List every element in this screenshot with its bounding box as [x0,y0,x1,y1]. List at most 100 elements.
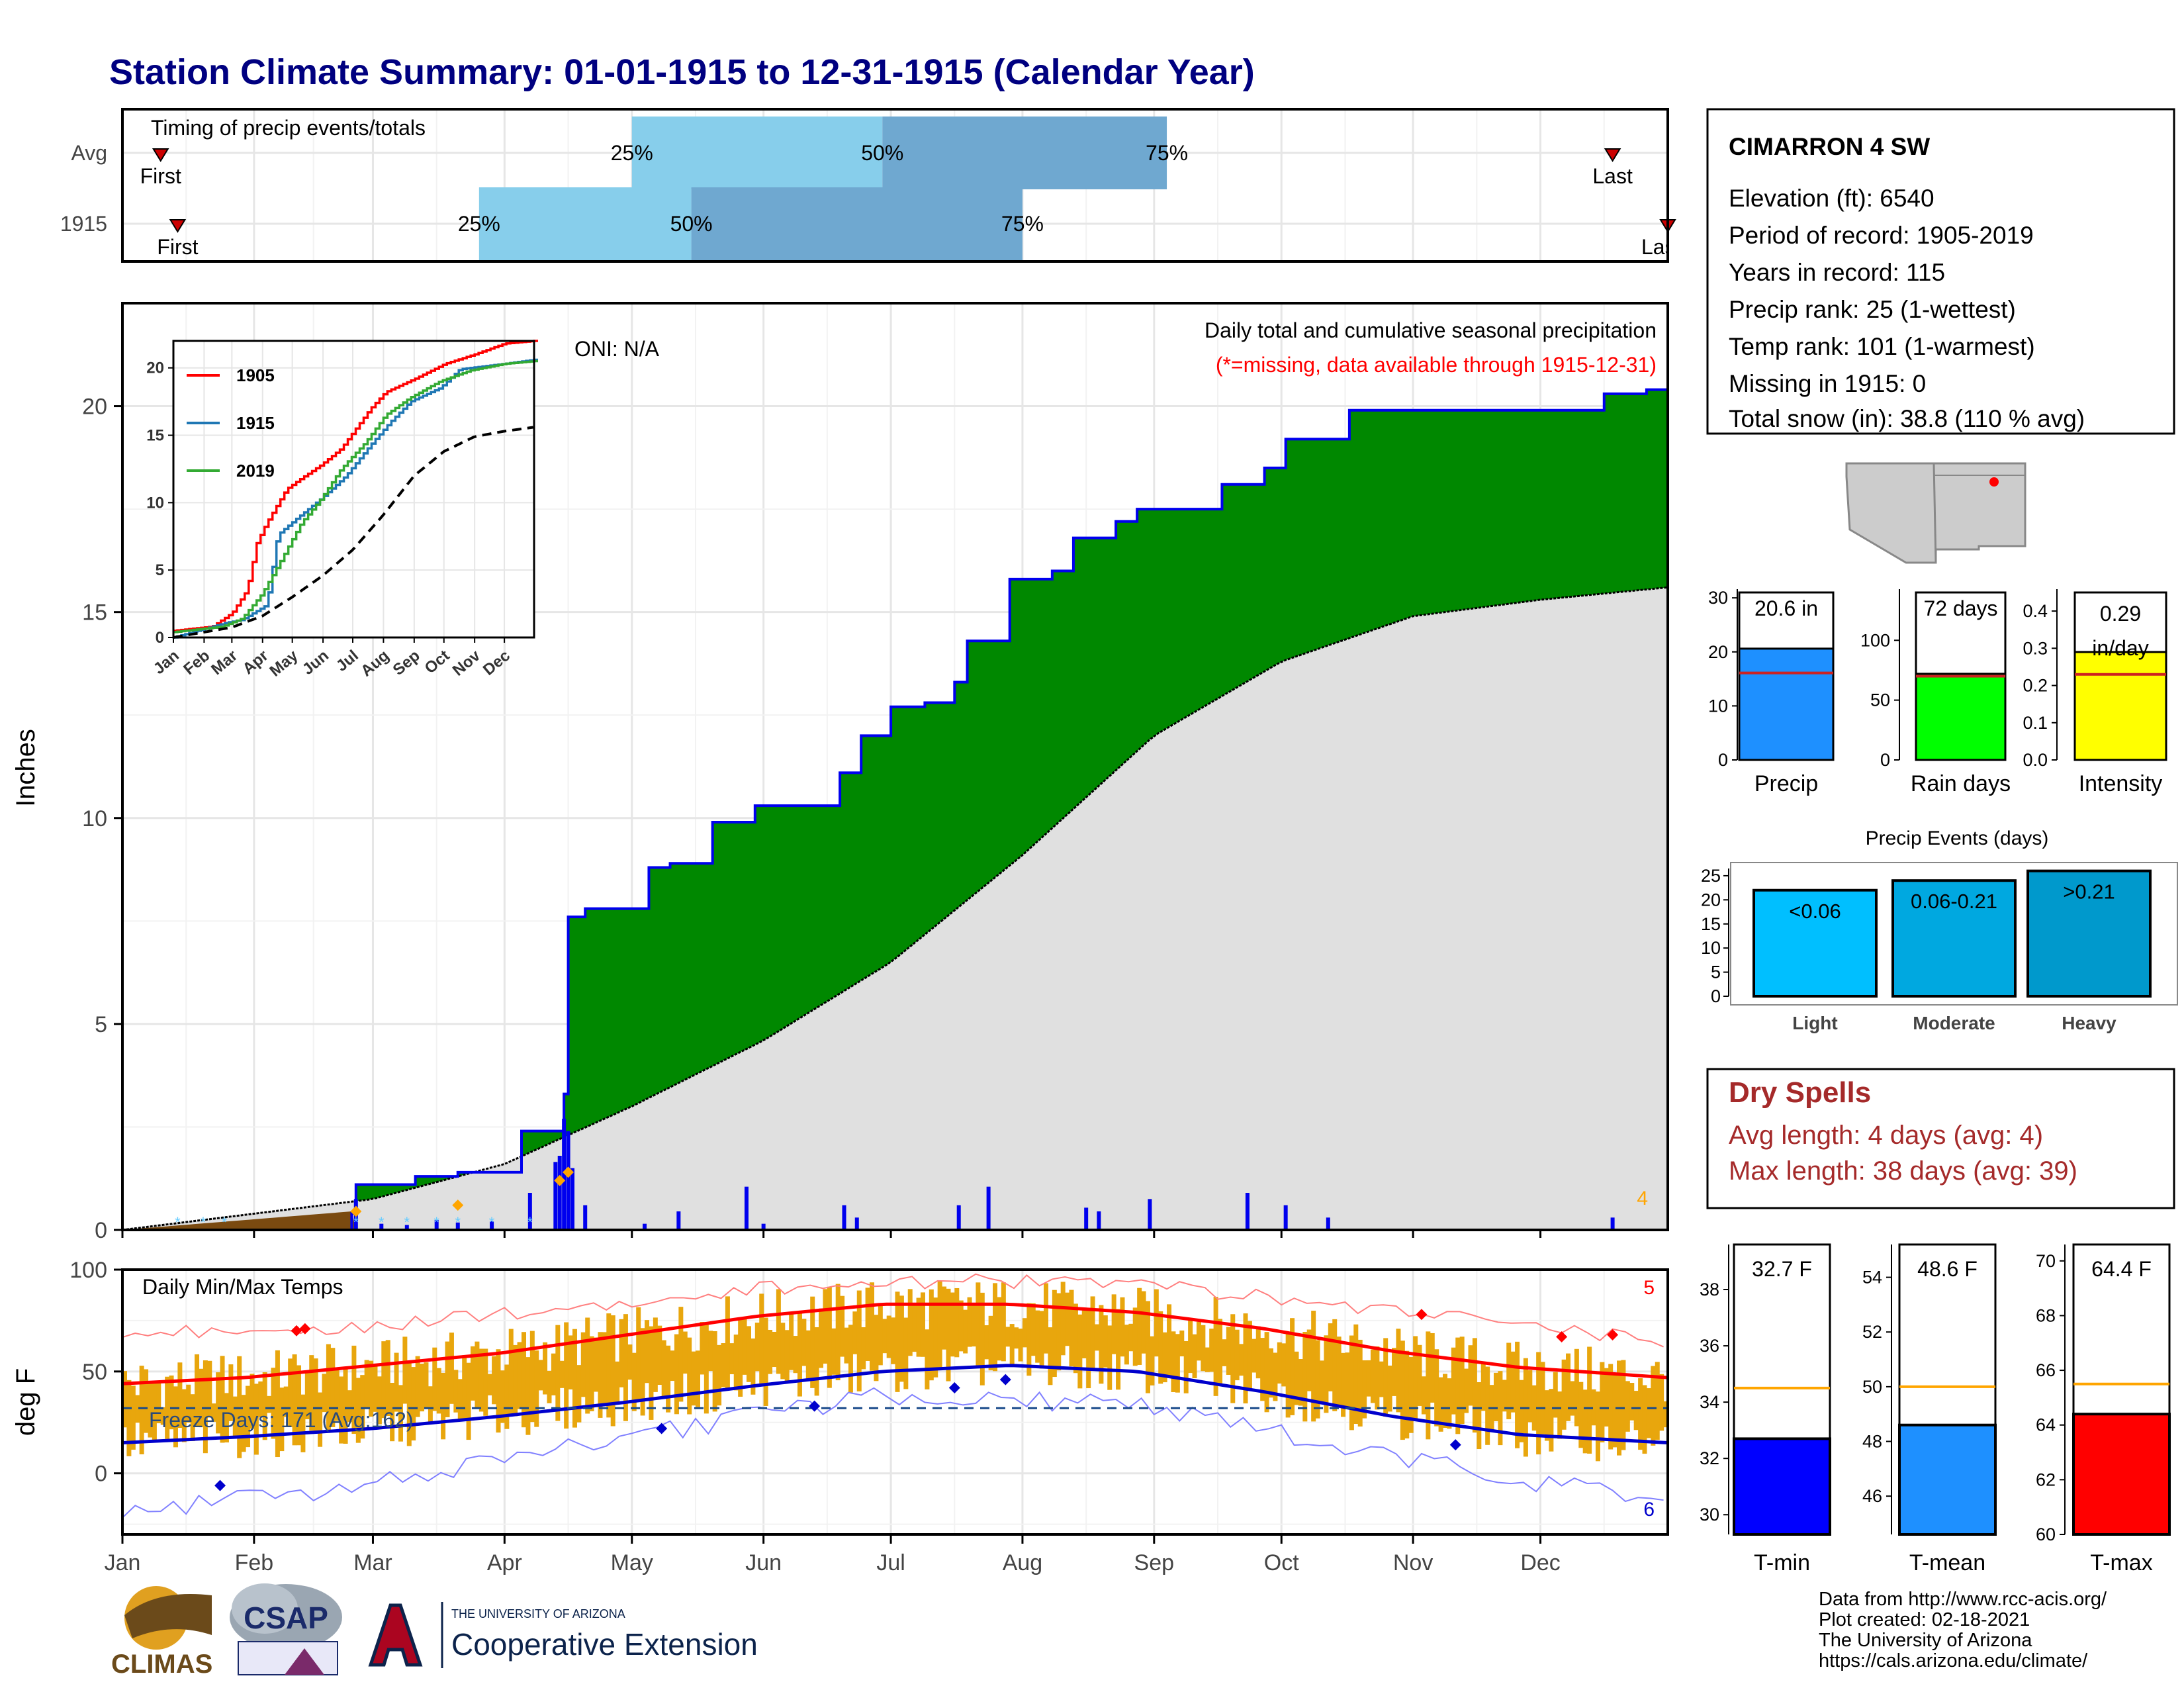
daily-temp-bar-73 [428,1386,433,1423]
daily-temp-bar-43 [300,1394,306,1452]
daily-temp-bar-282 [1315,1340,1320,1419]
daily-temp-bar-97 [529,1331,535,1423]
climas-landscape-icon [124,1594,212,1638]
daily-temp-bar-292 [1357,1339,1363,1427]
daily-temp-bar-23 [216,1372,221,1434]
daily-temp-bar-66 [398,1385,403,1442]
snowfall-marker-1 [452,1199,464,1211]
daily-temp-bar-113 [598,1332,603,1418]
daily-temp-bar-144 [729,1343,735,1374]
daily-precip-bar-14 [676,1211,681,1230]
daily-temp-bar-84 [475,1341,480,1408]
daily-temp-bar-18 [195,1354,200,1427]
daily-temp-bar-71 [420,1364,425,1412]
daily-temp-bar-108 [576,1365,582,1423]
record-low-marker-1 [656,1423,668,1434]
daily-temp-bar-279 [1302,1332,1308,1422]
daily-temp-bar-252 [1188,1318,1193,1374]
daily-temp-bar-93 [513,1344,518,1417]
daily-temp-bar-86 [483,1348,488,1416]
daily-temp-bar-207 [997,1297,1002,1361]
daily-temp-bar-332 [1527,1370,1533,1423]
temp-summary-tick-label-2-4: 68 [2036,1305,2056,1325]
daily-temp-bar-140 [712,1331,717,1412]
daily-temp-bar-42 [296,1365,302,1446]
precip-ytick-label-1: 5 [95,1012,107,1037]
daily-temp-bar-169 [835,1284,841,1381]
snow-day-marker-8: * [489,1214,495,1231]
precip-y-axis: 0 5 10 15 20 [82,395,1542,1243]
daily-temp-bar-268 [1255,1326,1261,1379]
daily-temp-bar-170 [840,1295,845,1357]
daily-temp-bar-13 [173,1386,178,1448]
daily-temp-bar-182 [891,1317,896,1364]
daily-temp-bar-53 [343,1368,348,1444]
daily-temp-bar-199 [963,1309,968,1354]
daily-temp-bar-21 [207,1360,212,1418]
daily-temp-bar-157 [784,1330,790,1382]
daily-temp-bar-81 [462,1355,467,1420]
daily-temp-bar-156 [780,1323,786,1380]
daily-temp-bar-105 [564,1322,569,1429]
summary-tick-label-0-1: 10 [1708,696,1728,716]
summary-value-label-2: 0.29 [2100,602,2141,626]
daily-temp-bar-239 [1132,1307,1138,1366]
daily-temp-bar-336 [1544,1390,1549,1441]
inset-series-1905 [173,340,538,632]
month-label-7: Aug [1003,1550,1043,1575]
daily-temp-bar-17 [190,1394,195,1442]
daily-temp-bar-276 [1290,1318,1295,1415]
inset-legend-label-1905: 1905 [236,365,275,385]
daily-temp-bar-334 [1536,1352,1541,1455]
daily-temp-bar-99 [538,1360,543,1391]
average-cumulative-line [122,586,1668,1230]
month-x-axis: Jan Feb Mar Apr May Jun Jul Aug Sep Oct Nov Dec [105,1534,1561,1575]
daily-temp-bar-82 [466,1362,471,1440]
station-line-elevation: Elevation (ft): 6540 [1729,185,1934,212]
daily-precip-bar-24 [1245,1193,1250,1230]
daily-temp-bar-143 [725,1296,730,1391]
daily-temp-bar-79 [453,1370,459,1413]
daily-temp-bar-135 [691,1351,696,1406]
daily-temp-bar-208 [1001,1282,1006,1362]
daily-temp-bar-275 [1285,1333,1291,1418]
daily-temp-bar-215 [1030,1303,1036,1356]
temp-summary-tick-label-1-3: 52 [1862,1322,1882,1342]
events-tick-label-3: 15 [1701,914,1721,934]
daily-temp-bar-246 [1162,1332,1167,1383]
daily-temp-bar-87 [487,1374,492,1395]
daily-temp-bar-176 [865,1288,870,1361]
daily-precip-bar-12 [583,1205,588,1230]
daily-temp-bar-112 [594,1337,599,1392]
month-label-8: Sep [1134,1550,1175,1575]
daily-temp-bar-225 [1073,1303,1078,1374]
summary-category-label-1: Rain days [1911,771,2011,796]
csap-logo: CSAP [230,1583,342,1675]
daily-temp-bar-195 [946,1288,951,1382]
daily-precip-bar-11 [570,1168,574,1230]
daily-temp-bar-321 [1480,1362,1486,1411]
daily-temp-bar-51 [334,1370,340,1421]
precip-panel: * * * * * * * * * * 0 5 10 15 20 Inches ONI: N/A Dail… [11,302,1669,1243]
temp-summary-tick-label-1-1: 48 [1862,1432,1882,1452]
daily-temp-bar-165 [819,1308,824,1368]
credits: Data from http://www.rcc-acis.org/ Plot … [1819,1589,2107,1671]
summary-tick-label-1-1: 50 [1870,690,1890,710]
daily-temp-bar-38 [279,1387,285,1452]
inset-ytick-label-3: 15 [146,427,164,445]
daily-temp-bar-15 [181,1389,187,1442]
daily-temp-bar-325 [1498,1371,1503,1446]
daily-temp-bar-316 [1459,1336,1465,1424]
daily-temp-bar-178 [874,1315,879,1382]
timing-first-label-1: First [157,235,198,259]
daily-temp-bar-186 [907,1289,913,1356]
daily-temp-bar-308 [1426,1331,1431,1440]
temp-summary-value-label-0: 32.7 F [1752,1257,1812,1281]
daily-temp-bar-355 [1625,1381,1630,1432]
daily-temp-bar-181 [886,1315,891,1358]
daily-temp-bar-203 [979,1292,985,1385]
temp-ytick-label-2: 100 [69,1258,107,1283]
daily-temp-bar-183 [895,1291,900,1392]
daily-temp-bar-298 [1383,1338,1388,1417]
timing-q25-q50-bar-1 [478,187,692,260]
